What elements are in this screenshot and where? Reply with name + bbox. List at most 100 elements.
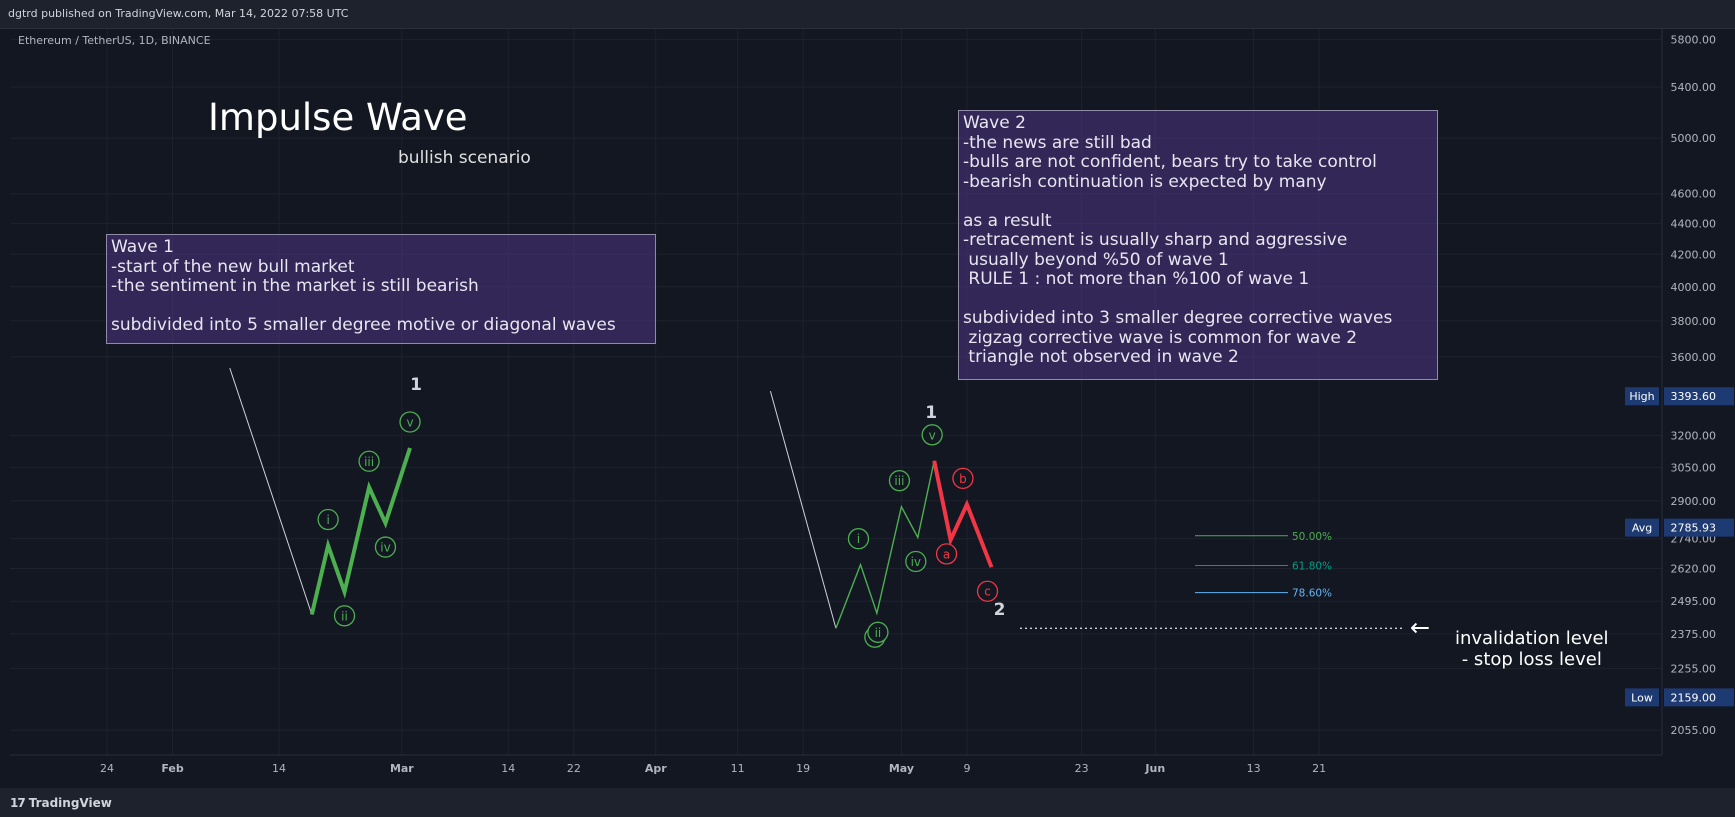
price-badge-tag-bg — [1625, 387, 1659, 406]
left-subwave-label-circle — [358, 450, 380, 472]
wave2-note[interactable]: Wave 2 -the news are still bad -bulls ar… — [958, 110, 1438, 380]
right-subwave-label-circle — [888, 470, 911, 492]
price-badge-value: 3393.60 — [1671, 390, 1717, 403]
price-badge-tag: Low — [1631, 691, 1653, 704]
right-impulse-line — [835, 460, 935, 629]
right-subwave-label: i — [857, 532, 860, 546]
right-lead-in-line — [769, 390, 837, 629]
right-correction-label: a — [943, 547, 950, 561]
grid — [10, 28, 1662, 755]
time-tick-label: Jun — [1144, 762, 1165, 775]
time-tick-label: 13 — [1247, 762, 1261, 775]
right-subwave-label: iv — [911, 555, 921, 569]
price-tick-label: 5000.00 — [1671, 132, 1717, 145]
price-tick-label: 4600.00 — [1671, 188, 1717, 201]
price-tick-label: 3200.00 — [1671, 429, 1717, 442]
tradingview-logo[interactable]: 17 TradingView — [10, 796, 112, 810]
time-tick-label: Apr — [645, 762, 667, 775]
left-wave1-label: 1 — [410, 375, 422, 395]
time-tick-label: 21 — [1312, 762, 1326, 775]
tradingview-mark-icon: 17 — [10, 796, 26, 810]
time-tick-label: 23 — [1075, 762, 1089, 775]
wave-labels: iiiiiiivv1iiiiiiivviiabc12 — [317, 375, 1006, 648]
symbol-label[interactable]: Ethereum / TetherUS, 1D, BINANCE — [18, 34, 211, 47]
left-impulse-line — [309, 447, 412, 615]
invalidation-line1: invalidation level — [1455, 628, 1609, 649]
right-wave2-label: 2 — [994, 600, 1006, 620]
right-wave-ii-base-label-circle — [867, 621, 889, 643]
left-subwave-label: ii — [341, 609, 348, 623]
time-tick-label: 14 — [501, 762, 515, 775]
price-tick-label: 5800.00 — [1671, 33, 1717, 46]
invalidation-text: invalidation level - stop loss level — [1455, 628, 1609, 670]
wave1-note[interactable]: Wave 1 -start of the new bull market -th… — [106, 234, 656, 344]
price-badge-value-bg — [1664, 688, 1734, 707]
price-tick-label: 5400.00 — [1671, 81, 1717, 94]
left-subwave-label-circle — [333, 605, 356, 627]
time-tick-label: 9 — [963, 762, 970, 775]
right-subwave-label: v — [929, 428, 936, 442]
right-subwave-label-circle — [905, 550, 927, 573]
time-tick-label: 24 — [100, 762, 114, 775]
price-badge-tag: High — [1629, 390, 1654, 403]
time-tick-label: Mar — [390, 762, 414, 775]
tradingview-brand: TradingView — [28, 796, 112, 810]
right-correction-label: c — [984, 585, 991, 599]
price-tick-label: 2495.00 — [1671, 595, 1717, 608]
main-title: Impulse Wave — [208, 96, 468, 139]
left-lead-in-line — [229, 367, 313, 615]
left-subwave-label: iii — [364, 455, 374, 469]
right-wave1-label: 1 — [925, 403, 937, 423]
price-tick-label: 4400.00 — [1671, 217, 1717, 230]
price-axis[interactable]: 5800.00 5400.00 5000.00 4600.00 4400.00 4200.… — [1671, 33, 1717, 737]
fib-levels: 50.00% 61.80% 78.60% ← — [1020, 531, 1430, 641]
time-tick-label: 19 — [796, 762, 810, 775]
right-correction-label-circle — [976, 580, 999, 602]
left-subwave-label-circle — [399, 411, 421, 433]
price-tick-label: 3600.00 — [1671, 351, 1717, 364]
sub-title: bullish scenario — [398, 148, 531, 168]
invalidation-arrow-icon: ← — [1410, 613, 1430, 641]
price-badge-tag-bg — [1625, 688, 1659, 707]
price-tick-label: 4200.00 — [1671, 248, 1717, 261]
price-badge-value-bg — [1664, 387, 1734, 406]
time-axis[interactable]: 24 Feb 14 Mar 14 22 Apr 11 19 May 9 23 Jun 13 21 — [100, 762, 1326, 775]
time-tick-label: 22 — [567, 762, 581, 775]
time-tick-label: 14 — [272, 762, 286, 775]
left-subwave-label: iv — [380, 541, 390, 555]
time-tick-label: 11 — [731, 762, 745, 775]
price-tick-label: 2900.00 — [1671, 495, 1717, 508]
right-correction-line — [932, 460, 994, 568]
right-correction-label: b — [959, 472, 967, 486]
footer: 17 TradingView — [0, 788, 1735, 817]
left-subwave-label: i — [326, 513, 329, 527]
waves — [229, 367, 994, 629]
right-wave-ii-base-label: ii — [875, 626, 882, 640]
price-tick-label: 3050.00 — [1671, 461, 1717, 474]
price-tick-label: 2255.00 — [1671, 662, 1717, 675]
right-subwave-label: iii — [894, 474, 904, 488]
price-badge-tag-bg — [1625, 518, 1659, 537]
publisher-text: dgtrd published on TradingView.com, Mar … — [8, 7, 349, 20]
price-tick-label: 3800.00 — [1671, 315, 1717, 328]
right-subwave-label-circle — [921, 424, 943, 446]
time-tick-label: Feb — [161, 762, 184, 775]
fib-label: 78.60% — [1292, 588, 1332, 600]
invalidation-line2: - stop loss level — [1461, 649, 1602, 670]
price-tick-label: 4000.00 — [1671, 281, 1717, 294]
fib-label: 61.80% — [1292, 560, 1332, 572]
price-chart[interactable]: 50.00%61.80%78.60%← iiiiiiivv1iiiiiiivvi… — [0, 0, 1735, 788]
publish-header: dgtrd published on TradingView.com, Mar … — [0, 0, 1735, 29]
time-tick-label: May — [889, 762, 914, 775]
right-subwave-label-circle — [847, 528, 870, 550]
price-badge-value: 2159.00 — [1671, 691, 1717, 704]
left-subwave-label-circle — [374, 536, 397, 558]
right-correction-label-circle — [952, 467, 974, 490]
price-tick-label: 2620.00 — [1671, 563, 1717, 576]
price-badge-value: 2785.93 — [1671, 522, 1717, 535]
price-tick-label: 2375.00 — [1671, 628, 1717, 641]
left-subwave-label-circle — [317, 508, 339, 531]
right-correction-label-circle — [935, 543, 958, 565]
price-badge-value-bg — [1664, 518, 1734, 537]
price-tick-label: 2055.00 — [1671, 724, 1717, 737]
